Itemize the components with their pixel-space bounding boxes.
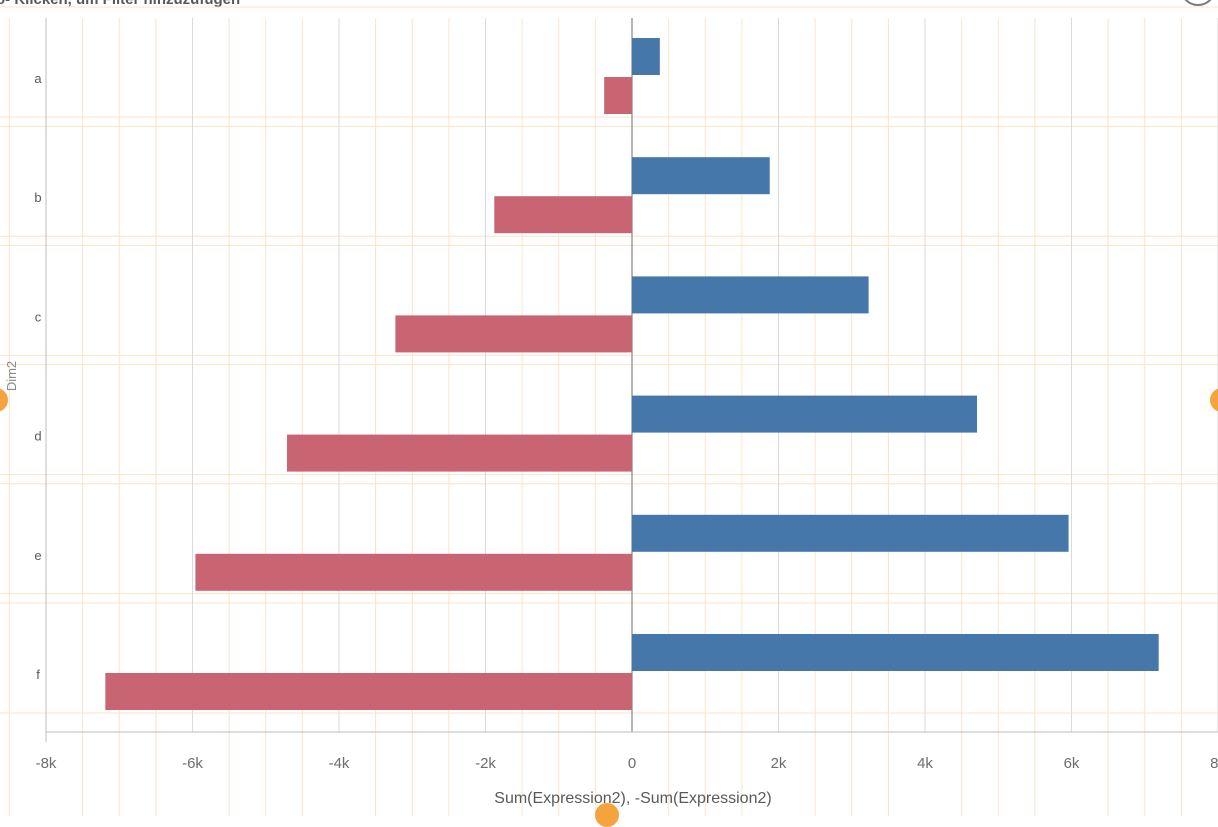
right-resize-handle[interactable] — [1210, 388, 1218, 412]
category-label-f: f — [36, 667, 40, 682]
x-axis-title: Sum(Expression2), -Sum(Expression2) — [494, 790, 771, 807]
x-tick-label: -8k — [36, 755, 57, 772]
x-tick-label: -2k — [475, 755, 496, 772]
category-label-b: b — [34, 190, 41, 205]
x-tick-label: 0 — [628, 755, 636, 772]
axes — [45, 18, 1218, 742]
bar-negative-b[interactable] — [494, 196, 632, 234]
x-tick-label: -6k — [182, 755, 203, 772]
category-label-a: a — [34, 71, 42, 86]
bar-negative-d[interactable] — [286, 434, 632, 472]
labels: a b c d e f -8k -6k -4k -2k 0 2k 4k 6k 8k — [34, 71, 1218, 772]
x-tick-label: 4k — [917, 755, 933, 772]
chart-hint-title: o- Klicken, um Filter hinzuzufügen — [0, 0, 240, 9]
bar-positive-b[interactable] — [632, 157, 770, 195]
left-resize-handle[interactable] — [0, 388, 8, 412]
bar-negative-f[interactable] — [105, 673, 632, 710]
bar-positive-c[interactable] — [632, 276, 869, 314]
category-label-e: e — [34, 548, 41, 563]
y-axis-title: Dim2 — [4, 361, 19, 391]
x-tick-label: 6k — [1064, 755, 1080, 772]
bottom-resize-handle[interactable] — [595, 803, 619, 827]
x-tick-label: 2k — [771, 755, 787, 772]
category-label-c: c — [35, 309, 42, 324]
bar-positive-f[interactable] — [632, 634, 1159, 671]
x-tick-label: 8k — [1210, 755, 1218, 772]
bar-negative-a[interactable] — [604, 77, 632, 114]
category-label-d: d — [34, 429, 41, 444]
bar-positive-a[interactable] — [632, 38, 660, 75]
x-tick-label: -4k — [329, 755, 350, 772]
bars — [105, 38, 1159, 710]
bar-positive-e[interactable] — [632, 514, 1069, 552]
bar-positive-d[interactable] — [632, 395, 978, 433]
bar-negative-e[interactable] — [195, 553, 632, 591]
bar-negative-c[interactable] — [395, 315, 632, 353]
